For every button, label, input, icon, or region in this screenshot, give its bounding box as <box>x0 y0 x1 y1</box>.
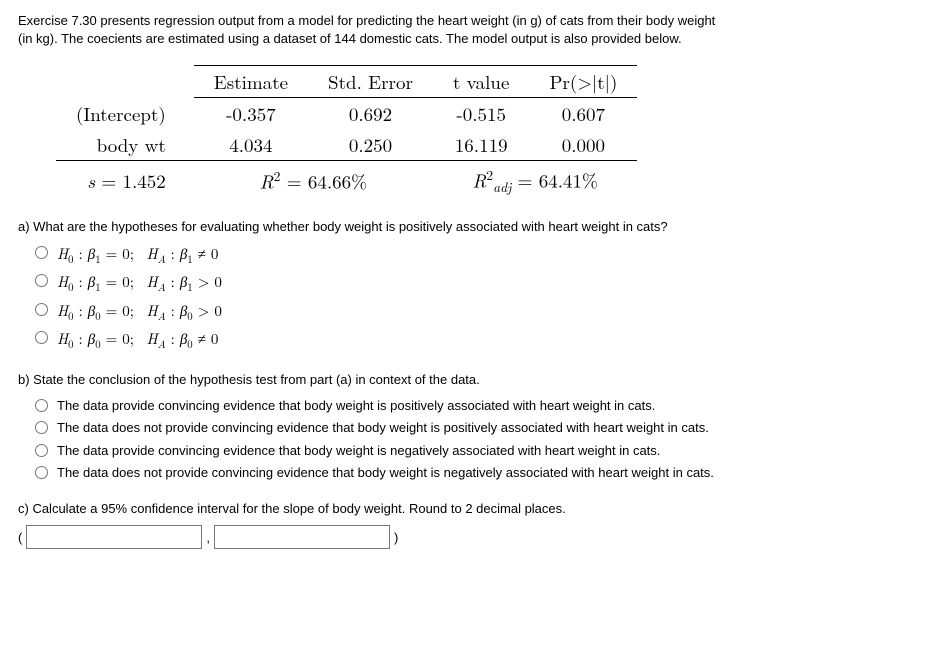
confidence-interval-row: ( , ) <box>18 525 909 549</box>
col-pvalue: Pr(>|t|) <box>529 66 637 98</box>
question-a-text: a) What are the hypotheses for evaluatin… <box>18 218 738 236</box>
qa-option[interactable]: H0 : β1 = 0; HA : β1 ≠ 0 <box>30 244 720 268</box>
qb-option[interactable]: The data does not provide convincing evi… <box>30 419 720 437</box>
foot-s: s = 1.452 <box>56 161 194 199</box>
question-a-options: H0 : β1 = 0; HA : β1 ≠ 0 H0 : β1 = 0; HA… <box>30 244 909 353</box>
option-label: H0 : β0 = 0; HA : β0 ≠ 0 <box>57 329 218 353</box>
ci-lower-input[interactable] <box>26 525 202 549</box>
question-b-options: The data provide convincing evidence tha… <box>30 397 909 482</box>
intro-text: Exercise 7.30 presents regression output… <box>18 12 728 47</box>
cell-t: 16.119 <box>433 129 529 161</box>
radio-input[interactable] <box>35 331 48 344</box>
regression-table: Estimate Std. Error t value Pr(>|t|) (In… <box>56 65 637 198</box>
regression-table-wrap: Estimate Std. Error t value Pr(>|t|) (In… <box>56 65 909 198</box>
option-label: H0 : β1 = 0; HA : β1 > 0 <box>57 272 222 296</box>
radio-input[interactable] <box>35 399 48 412</box>
foot-r2: R2 = 64.66% <box>194 161 433 199</box>
radio-input[interactable] <box>35 421 48 434</box>
option-label: The data does not provide convincing evi… <box>57 419 709 437</box>
qa-option[interactable]: H0 : β1 = 0; HA : β1 > 0 <box>30 272 720 296</box>
qb-option[interactable]: The data does not provide convincing evi… <box>30 464 720 482</box>
radio-input[interactable] <box>35 303 48 316</box>
col-stderror: Std. Error <box>308 66 433 98</box>
foot-r2adj: R2adj = 64.41% <box>433 161 637 199</box>
cell-p: 0.000 <box>529 129 637 161</box>
radio-input[interactable] <box>35 246 48 259</box>
qa-option[interactable]: H0 : β0 = 0; HA : β0 ≠ 0 <box>30 329 720 353</box>
table-row: (Intercept) -0.357 0.692 -0.515 0.607 <box>56 98 637 130</box>
radio-input[interactable] <box>35 274 48 287</box>
option-label: The data provide convincing evidence tha… <box>57 397 655 415</box>
question-c-text: c) Calculate a 95% confidence interval f… <box>18 500 738 518</box>
paren-open: ( <box>18 530 22 545</box>
paren-close: ) <box>394 530 398 545</box>
cell-t: -0.515 <box>433 98 529 130</box>
qb-option[interactable]: The data provide convincing evidence tha… <box>30 397 720 415</box>
cell-est: 4.034 <box>194 129 308 161</box>
table-row: body wt 4.034 0.250 16.119 0.000 <box>56 129 637 161</box>
option-label: H0 : β1 = 0; HA : β1 ≠ 0 <box>57 244 218 268</box>
cell-p: 0.607 <box>529 98 637 130</box>
col-estimate: Estimate <box>194 66 308 98</box>
option-label: H0 : β0 = 0; HA : β0 > 0 <box>57 301 222 325</box>
ci-upper-input[interactable] <box>214 525 390 549</box>
question-b-text: b) State the conclusion of the hypothesi… <box>18 371 738 389</box>
qb-option[interactable]: The data provide convincing evidence tha… <box>30 442 720 460</box>
radio-input[interactable] <box>35 466 48 479</box>
separator: , <box>206 530 210 545</box>
cell-est: -0.357 <box>194 98 308 130</box>
qa-option[interactable]: H0 : β0 = 0; HA : β0 > 0 <box>30 301 720 325</box>
row-label: body wt <box>56 129 194 161</box>
cell-se: 0.250 <box>308 129 433 161</box>
row-label: (Intercept) <box>56 98 194 130</box>
table-foot: s = 1.452 R2 = 64.66% R2adj = 64.41% <box>56 161 637 199</box>
option-label: The data provide convincing evidence tha… <box>57 442 660 460</box>
option-label: The data does not provide convincing evi… <box>57 464 714 482</box>
radio-input[interactable] <box>35 444 48 457</box>
col-tvalue: t value <box>433 66 529 98</box>
cell-se: 0.692 <box>308 98 433 130</box>
